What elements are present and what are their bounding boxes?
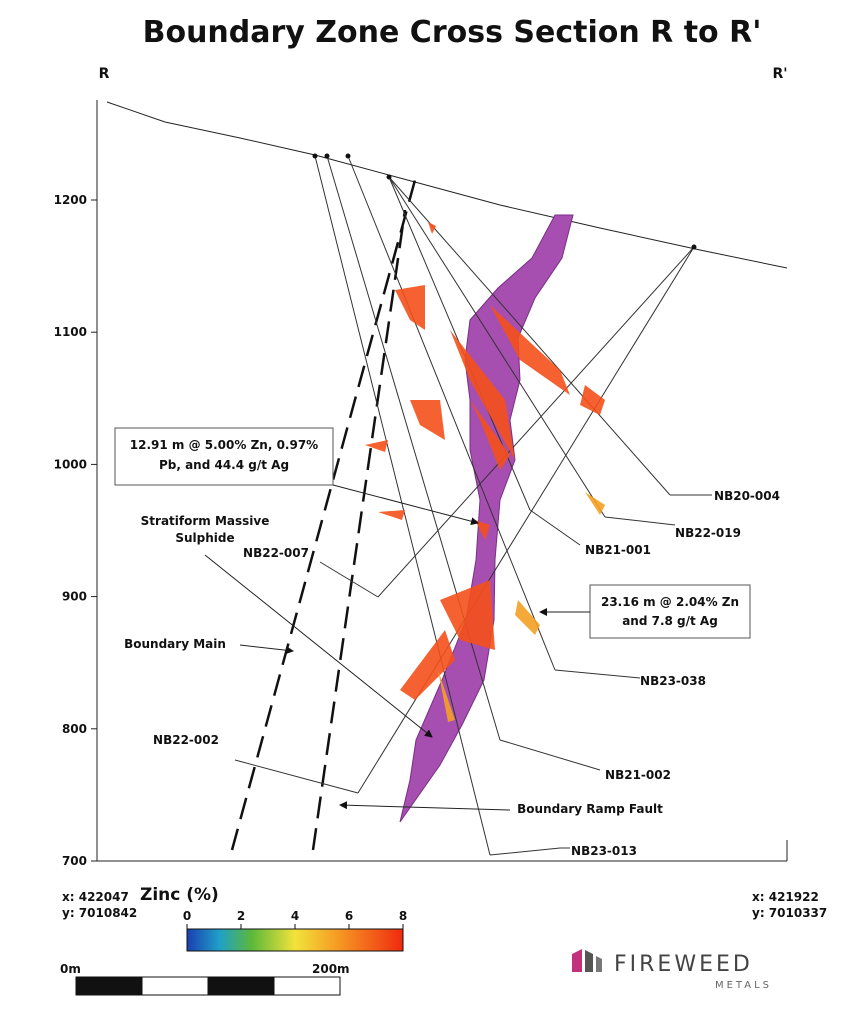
hole-label: NB20-004: [714, 489, 780, 503]
section-start: R: [99, 66, 110, 82]
hole-label: NB22-002: [153, 733, 219, 747]
scale-end: 200m: [312, 962, 350, 976]
coordinate: y: 7010337: [752, 906, 827, 920]
tick-label: 1100: [54, 325, 87, 339]
logo: FIREWEED METALS: [572, 949, 772, 991]
label: Boundary Ramp Fault: [517, 802, 663, 816]
hole-label: NB22-007: [243, 546, 309, 560]
tick-label: 800: [62, 722, 87, 736]
faults: [230, 179, 417, 851]
tick-label: 8: [399, 909, 407, 923]
label: Stratiform Massive: [141, 514, 270, 528]
coordinate: y: 7010842: [62, 906, 137, 920]
scale-start: 0m: [60, 962, 81, 976]
scale-bar: [75, 976, 341, 996]
logo-tagline: METALS: [715, 980, 772, 991]
tick-label: 4: [291, 909, 299, 923]
tick-label: 6: [345, 909, 353, 923]
elevation-axis: 1200 1100 1000 900 800 700: [54, 193, 97, 868]
massive-sulphide-body: [399, 214, 574, 823]
hole-label: NB21-002: [605, 768, 671, 782]
coordinate: x: 421922: [752, 890, 819, 904]
tick-label: 700: [62, 854, 87, 868]
section-end: R': [772, 66, 787, 82]
callout-text: Pb, and 44.4 g/t Ag: [159, 458, 289, 472]
hole-label: NB22-019: [675, 526, 741, 540]
callout-text: 23.16 m @ 2.04% Zn: [601, 595, 739, 609]
tick-label: 2: [237, 909, 245, 923]
legend-title: Zinc (%): [140, 885, 219, 905]
hole-label: NB21-001: [585, 543, 651, 557]
logo-name: FIREWEED: [614, 952, 753, 977]
tick-label: 1000: [54, 457, 87, 471]
callout-text: 12.91 m @ 5.00% Zn, 0.97%: [130, 438, 318, 452]
collars: [312, 153, 697, 250]
callout-2: 23.16 m @ 2.04% Zn and 7.8 g/t Ag: [539, 584, 751, 639]
coordinate: x: 422047: [62, 890, 129, 904]
colorbar: [186, 928, 404, 952]
hole-label: NB23-013: [571, 844, 637, 858]
callout-text: and 7.8 g/t Ag: [622, 614, 718, 628]
label: Sulphide: [175, 531, 234, 545]
frame: [96, 100, 788, 862]
drill-holes: [234, 155, 712, 856]
tick-label: 1200: [54, 193, 87, 207]
label: Boundary Main: [124, 637, 226, 651]
hole-label: NB23-038: [640, 674, 706, 688]
colorbar-ticks: 0 2 4 6 8: [183, 909, 407, 929]
callout-1: 12.91 m @ 5.00% Zn, 0.97% Pb, and 44.4 g…: [114, 427, 479, 526]
tick-label: 0: [183, 909, 191, 923]
assay-intervals: [365, 222, 605, 722]
title: Boundary Zone Cross Section R to R': [143, 15, 762, 50]
tick-label: 900: [62, 590, 87, 604]
